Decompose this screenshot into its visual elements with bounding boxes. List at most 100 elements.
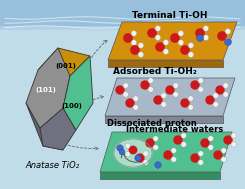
Polygon shape <box>108 60 223 67</box>
Polygon shape <box>108 22 237 60</box>
Circle shape <box>198 87 203 92</box>
Circle shape <box>178 31 184 36</box>
Circle shape <box>129 146 137 154</box>
Circle shape <box>125 98 135 108</box>
Circle shape <box>181 142 186 147</box>
Circle shape <box>198 160 203 165</box>
Circle shape <box>148 78 153 83</box>
Circle shape <box>221 157 226 162</box>
Circle shape <box>153 95 163 105</box>
Circle shape <box>173 83 178 88</box>
Circle shape <box>213 102 218 107</box>
Circle shape <box>143 160 148 165</box>
Bar <box>0 0 245 25</box>
Circle shape <box>188 43 194 48</box>
Polygon shape <box>100 132 232 172</box>
Circle shape <box>231 133 236 138</box>
Text: Intermediate waters: Intermediate waters <box>126 125 224 135</box>
Circle shape <box>131 40 137 45</box>
Circle shape <box>221 148 226 153</box>
Circle shape <box>215 85 225 95</box>
Text: Terminal Ti-OH: Terminal Ti-OH <box>132 12 208 20</box>
Circle shape <box>117 145 123 151</box>
Circle shape <box>205 95 215 105</box>
Circle shape <box>138 43 144 48</box>
Circle shape <box>171 148 176 153</box>
Circle shape <box>188 96 193 101</box>
Circle shape <box>153 136 159 141</box>
Circle shape <box>190 80 200 90</box>
Circle shape <box>213 150 223 160</box>
Circle shape <box>173 135 183 145</box>
Circle shape <box>123 83 128 88</box>
Circle shape <box>213 93 218 98</box>
Circle shape <box>123 33 133 43</box>
Circle shape <box>155 162 161 168</box>
Circle shape <box>225 29 231 34</box>
Polygon shape <box>38 48 90 76</box>
Circle shape <box>125 152 130 157</box>
Circle shape <box>180 45 190 55</box>
Text: Dissociated proton: Dissociated proton <box>107 119 197 129</box>
Circle shape <box>125 143 130 148</box>
Circle shape <box>196 35 203 41</box>
Circle shape <box>140 80 150 90</box>
Circle shape <box>181 133 186 138</box>
Circle shape <box>171 157 176 162</box>
Polygon shape <box>105 78 235 116</box>
Circle shape <box>133 96 138 101</box>
Circle shape <box>208 145 213 150</box>
Ellipse shape <box>114 139 152 167</box>
Circle shape <box>180 98 190 108</box>
Circle shape <box>203 35 209 40</box>
Circle shape <box>133 105 138 110</box>
Circle shape <box>145 138 155 148</box>
Circle shape <box>203 26 209 31</box>
Circle shape <box>147 28 157 38</box>
Text: (100): (100) <box>61 103 82 109</box>
Circle shape <box>198 151 203 156</box>
Circle shape <box>138 52 144 57</box>
Polygon shape <box>26 103 63 150</box>
Circle shape <box>223 92 228 97</box>
Circle shape <box>178 40 184 45</box>
Circle shape <box>155 26 161 31</box>
Circle shape <box>163 40 169 45</box>
Circle shape <box>131 31 137 36</box>
Circle shape <box>148 87 153 92</box>
Circle shape <box>173 92 178 97</box>
Bar <box>0 0 245 40</box>
Circle shape <box>231 142 236 147</box>
Polygon shape <box>105 116 223 123</box>
Circle shape <box>190 153 200 163</box>
Text: (101): (101) <box>36 87 56 93</box>
Circle shape <box>123 92 128 97</box>
Circle shape <box>198 78 203 83</box>
Text: Adsorbed Ti-OH₂: Adsorbed Ti-OH₂ <box>113 67 197 75</box>
Circle shape <box>161 102 166 107</box>
Circle shape <box>161 93 166 98</box>
Circle shape <box>115 85 125 95</box>
Polygon shape <box>63 56 93 130</box>
Circle shape <box>143 151 148 156</box>
Circle shape <box>153 145 159 150</box>
Circle shape <box>223 83 228 88</box>
Circle shape <box>155 42 165 52</box>
Circle shape <box>200 138 210 148</box>
Circle shape <box>195 28 205 38</box>
Text: Anatase TiO₂: Anatase TiO₂ <box>26 161 80 170</box>
Polygon shape <box>40 108 76 150</box>
Circle shape <box>225 38 231 43</box>
Circle shape <box>188 105 193 110</box>
Circle shape <box>223 135 233 145</box>
Circle shape <box>135 153 145 163</box>
Polygon shape <box>100 172 220 179</box>
Circle shape <box>208 136 213 141</box>
Circle shape <box>170 33 180 43</box>
Circle shape <box>225 39 232 45</box>
Text: (001): (001) <box>56 63 76 69</box>
Circle shape <box>163 49 169 54</box>
Bar <box>0 30 245 189</box>
Circle shape <box>135 155 141 161</box>
Circle shape <box>163 150 173 160</box>
